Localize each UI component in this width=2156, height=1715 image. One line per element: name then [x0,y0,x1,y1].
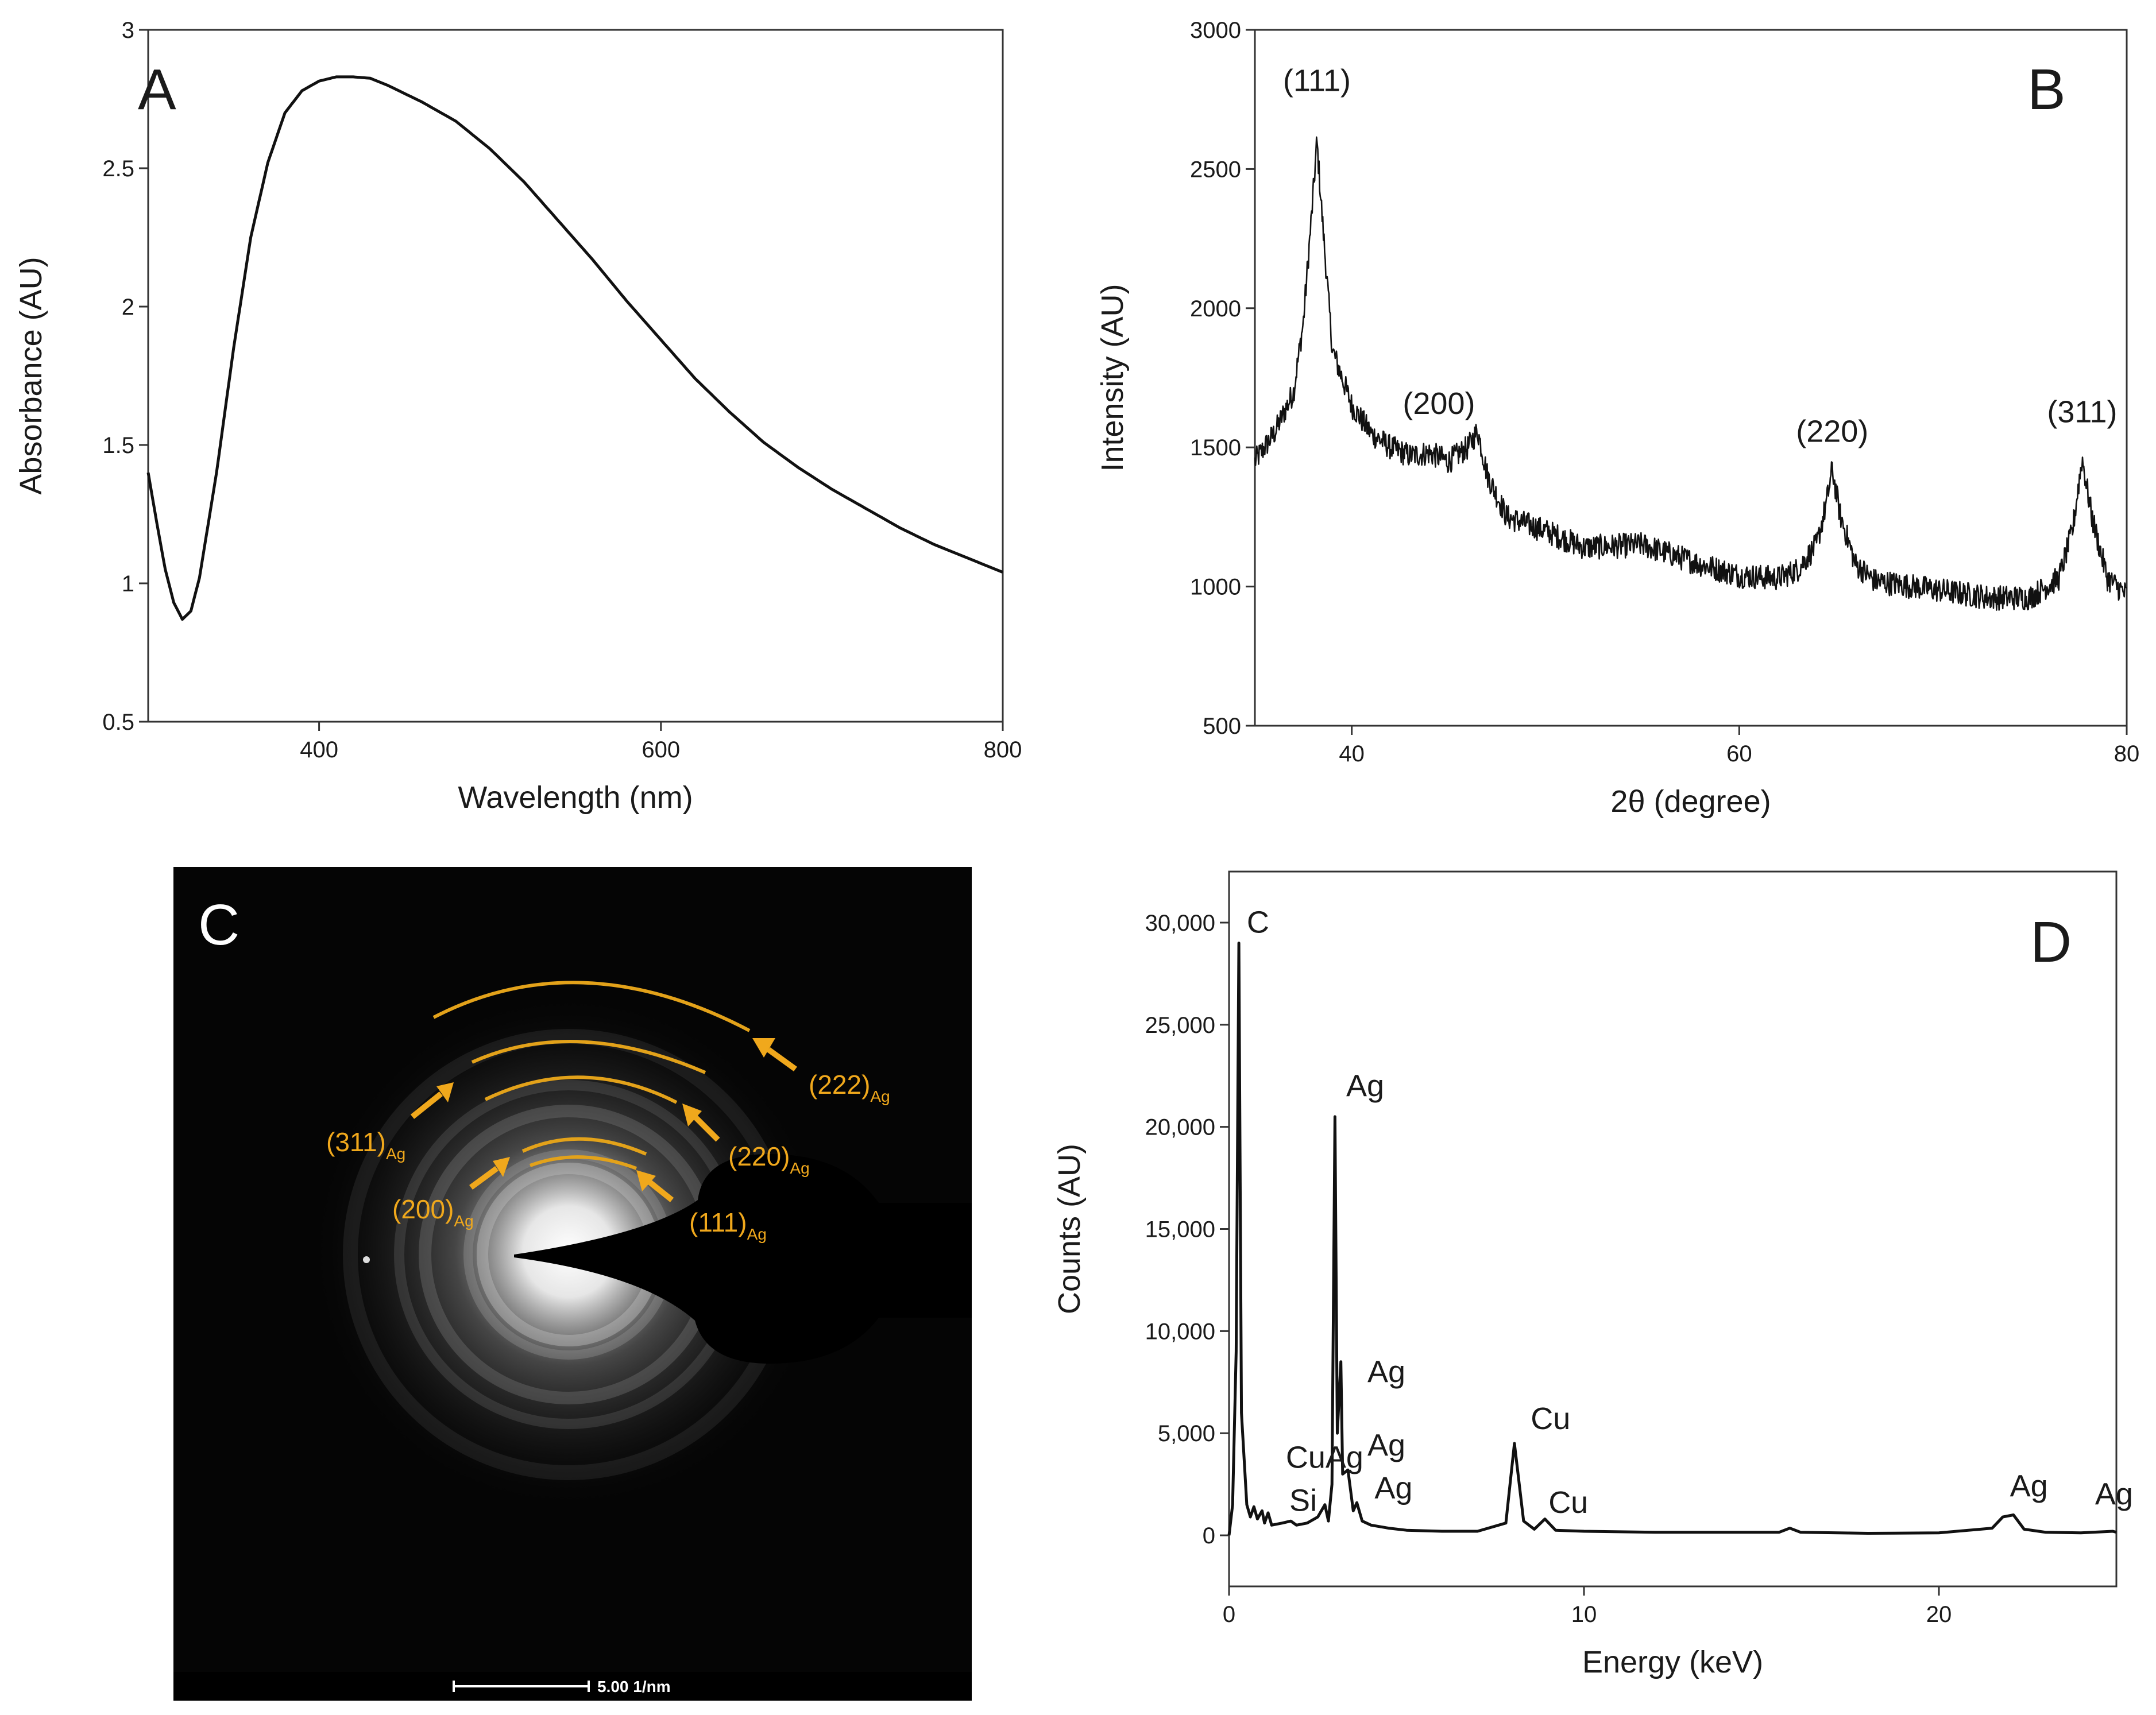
peak-label-d: Ag [2095,1477,2133,1512]
arrowhead-311 [436,1082,454,1102]
peak-label-b: (220) [1796,415,1868,449]
panel-letter-d: D [2030,910,2072,974]
ring-label-111: (111)Ag [689,1207,767,1243]
x-tick-label-d: 0 [1223,1602,1235,1627]
y-tick-label-a: 3 [122,18,134,43]
x-axis-label-a: Wavelength (nm) [458,780,693,815]
series-line-a [146,75,1003,621]
ring-arc-222 [432,981,751,1032]
y-tick-label-d: 25,000 [1145,1013,1215,1038]
y-tick-label-b: 1000 [1190,575,1241,600]
arrowhead-220 [682,1104,702,1126]
y-tick-label-a: 0.5 [102,710,134,735]
plot-area-a: 0.5 1 1.5 2 2.5 3 400 600 800 Wavelength (nm) Abso… [14,18,1022,815]
series-line-d [1227,942,2117,1536]
y-tick-label-a: 1 [122,571,134,597]
scale-bar: 5.00 1/nm [453,1678,671,1695]
ring-arc-311 [471,1040,706,1074]
peak-label-d: Ag [2010,1469,2048,1503]
plot-frame-b [1254,29,2128,727]
ring-labels: (222)Ag (311)Ag (220)Ag (200)Ag (111)Ag [326,1070,890,1243]
y-tick-label-b: 500 [1203,714,1241,739]
peak-label-b: (200) [1402,386,1475,421]
peak-label-d: C [1247,905,1269,940]
peak-label-d: Si [1289,1483,1317,1517]
x-tick-label-d: 10 [1571,1602,1597,1627]
peak-label-d: Cu [1548,1485,1588,1520]
peak-label-d: Ag [1346,1069,1384,1103]
ring-arc-200 [521,1137,647,1156]
panel-c-diffraction-image: (222)Ag (311)Ag (220)Ag (200)Ag (111)Ag … [173,867,972,1701]
series-line-b [1254,136,2127,611]
y-tick-label-b: 2000 [1190,296,1241,322]
y-tick-label-b: 3000 [1190,18,1241,43]
panel-letter-a: A [138,57,176,122]
panel-b: 500 1000 1500 2000 2500 3000 40 60 80 2θ (degree)… [1095,18,2139,819]
beam-stop [514,1154,972,1364]
peak-label-d: CuAg [1286,1441,1363,1475]
y-tick-label-a: 1.5 [102,433,134,458]
y-tick-label-b: 1500 [1190,435,1241,460]
panel-letter-c: C [198,893,239,957]
ring-label-200: (200)Ag [392,1194,474,1230]
ring-label-220: (220)Ag [728,1141,810,1177]
y-tick-label-d: 0 [1203,1523,1215,1548]
y-tick-label-a: 2 [122,295,134,320]
plot-frame-d [1228,870,2118,1588]
x-tick-label-a: 400 [300,737,338,762]
plot-area-d: 0 5,000 10,000 15,000 20,000 25,000 30,000 0 10 2… [1052,870,2133,1679]
x-tick-label-a: 600 [642,737,680,762]
peak-label-d: Ag [1367,1428,1405,1462]
peak-label-d: Cu [1531,1402,1570,1436]
diffraction-spot [363,1256,370,1263]
arrowhead-200 [493,1157,510,1177]
panel-letter-b: B [2027,57,2066,122]
y-tick-label-d: 15,000 [1145,1217,1215,1242]
plot-frame-a [147,29,1004,723]
x-tick-label-d: 20 [1926,1602,1952,1627]
x-axis-label-b: 2θ (degree) [1610,784,1771,819]
plot-area-b: 500 1000 1500 2000 2500 3000 40 60 80 2θ (degree)… [1095,18,2139,819]
panel-d: 0 5,000 10,000 15,000 20,000 25,000 30,000 0 10 2… [1052,870,2133,1679]
x-tick-label-b: 80 [2114,741,2140,766]
arrowhead-222 [752,1038,775,1058]
arrow-220 [693,1114,720,1142]
peak-label-b: (111) [1283,64,1351,98]
y-tick-label-d: 30,000 [1145,911,1215,936]
ring-arc-111 [529,1155,637,1170]
x-tick-label-b: 60 [1726,741,1752,766]
y-tick-label-b: 2500 [1190,157,1241,182]
y-axis-label-b: Intensity (AU) [1095,284,1130,471]
ring-label-311: (311)Ag [326,1127,405,1163]
y-axis-label-d: Counts (AU) [1052,1144,1087,1314]
arrow-222 [767,1047,797,1072]
y-tick-label-d: 20,000 [1145,1115,1215,1140]
panel-a: 0.5 1 1.5 2 2.5 3 400 600 800 Wavelength (nm) Abso… [14,18,1022,815]
x-tick-label-b: 40 [1339,741,1365,766]
indexed-ring-arcs [432,981,751,1170]
ring-arc-220 [484,1075,678,1104]
arrow-111 [647,1179,674,1202]
arrow-200 [469,1166,499,1190]
y-tick-label-a: 2.5 [102,156,134,181]
peak-label-b: (311) [2047,395,2117,429]
y-axis-label-a: Absorbance (AU) [14,257,48,494]
y-tick-label-d: 5,000 [1158,1421,1215,1446]
ring-label-222: (222)Ag [809,1070,890,1105]
ring-arrows [410,1038,797,1202]
scale-bar-label: 5.00 1/nm [597,1678,671,1695]
peak-label-d: Ag [1374,1471,1412,1505]
x-axis-label-d: Energy (keV) [1582,1645,1763,1679]
x-tick-label-a: 800 [984,737,1022,762]
y-tick-label-d: 10,000 [1145,1319,1215,1344]
peak-label-d: Ag [1367,1354,1405,1389]
arrow-311 [410,1091,443,1119]
arrowhead-111 [636,1170,656,1191]
